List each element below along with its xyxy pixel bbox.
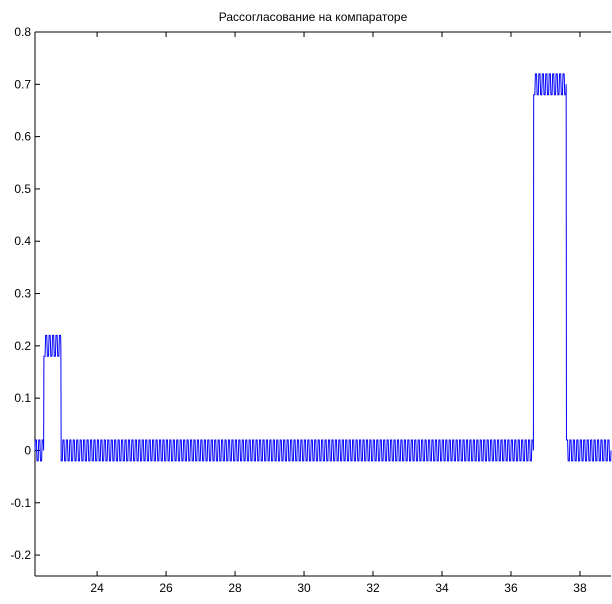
y-tick-label: 0.3: [14, 287, 31, 301]
x-tick-label: 36: [504, 581, 518, 595]
y-tick-label: -0.2: [10, 548, 31, 562]
y-tick-label: 0.7: [14, 77, 31, 91]
plot-area: 24 26 28 30 32 34 36 38 -0.2 -0.1 0 0.1 0.2 0.3 0.4 0.5…: [10, 25, 612, 595]
x-tick-label: 34: [435, 581, 449, 595]
x-tick-label: 32: [366, 581, 380, 595]
y-tick-label: 0.6: [14, 130, 31, 144]
y-tick-label: 0.1: [14, 391, 31, 405]
chart-title: Рассогласование на компараторе: [219, 10, 408, 24]
x-tick-label: 28: [228, 581, 242, 595]
y-tick-label: 0: [24, 443, 31, 457]
y-tick-label: 0.8: [14, 25, 31, 39]
x-tick-label: 38: [573, 581, 587, 595]
y-tick-label: -0.1: [10, 496, 31, 510]
data-series-line: [34, 73, 612, 462]
x-tick-label: 26: [159, 581, 173, 595]
y-tick-label: 0.2: [14, 339, 31, 353]
x-tick-label: 30: [297, 581, 311, 595]
x-tick-label: 24: [90, 581, 104, 595]
y-tick-label: 0.5: [14, 182, 31, 196]
y-tick-label: 0.4: [14, 234, 31, 248]
